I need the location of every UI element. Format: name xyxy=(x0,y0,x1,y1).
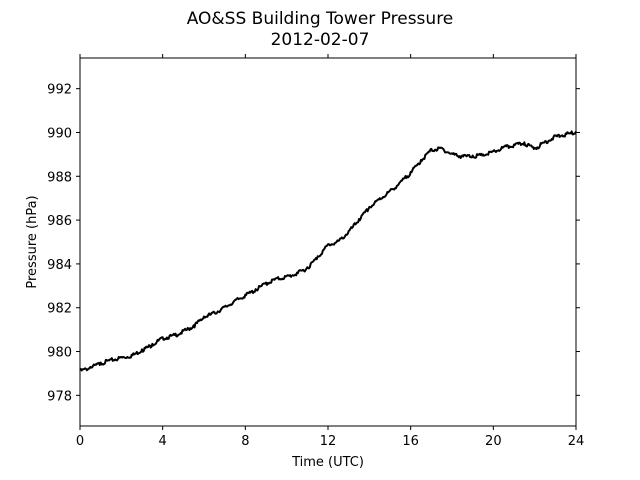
y-axis: 978 980 982 984 986 988 990 992 xyxy=(47,83,580,404)
y-tick-label: 980 xyxy=(47,346,72,361)
x-tick-label: 16 xyxy=(402,434,419,449)
plot-area xyxy=(79,130,577,372)
y-tick-label: 982 xyxy=(47,302,72,317)
x-tick-label: 4 xyxy=(159,434,167,449)
x-axis: 0 4 8 12 16 20 24 xyxy=(76,54,584,449)
y-tick-label: 984 xyxy=(47,258,72,273)
chart-title: AO&SS Building Tower Pressure xyxy=(187,9,454,29)
y-tick-label: 978 xyxy=(47,389,72,404)
x-tick-label: 8 xyxy=(241,434,249,449)
x-tick-label: 20 xyxy=(485,434,502,449)
chart-subtitle: 2012-02-07 xyxy=(271,30,370,50)
y-tick-label: 992 xyxy=(47,83,72,98)
y-axis-label: Pressure (hPa) xyxy=(25,195,40,288)
series-line-0 xyxy=(79,130,577,372)
y-tick-label: 986 xyxy=(47,214,72,229)
y-tick-label: 988 xyxy=(47,170,72,185)
x-axis-label: Time (UTC) xyxy=(291,455,364,470)
y-tick-label: 990 xyxy=(47,126,72,141)
x-tick-label: 0 xyxy=(76,434,84,449)
x-tick-label: 12 xyxy=(320,434,337,449)
x-tick-label: 24 xyxy=(568,434,585,449)
